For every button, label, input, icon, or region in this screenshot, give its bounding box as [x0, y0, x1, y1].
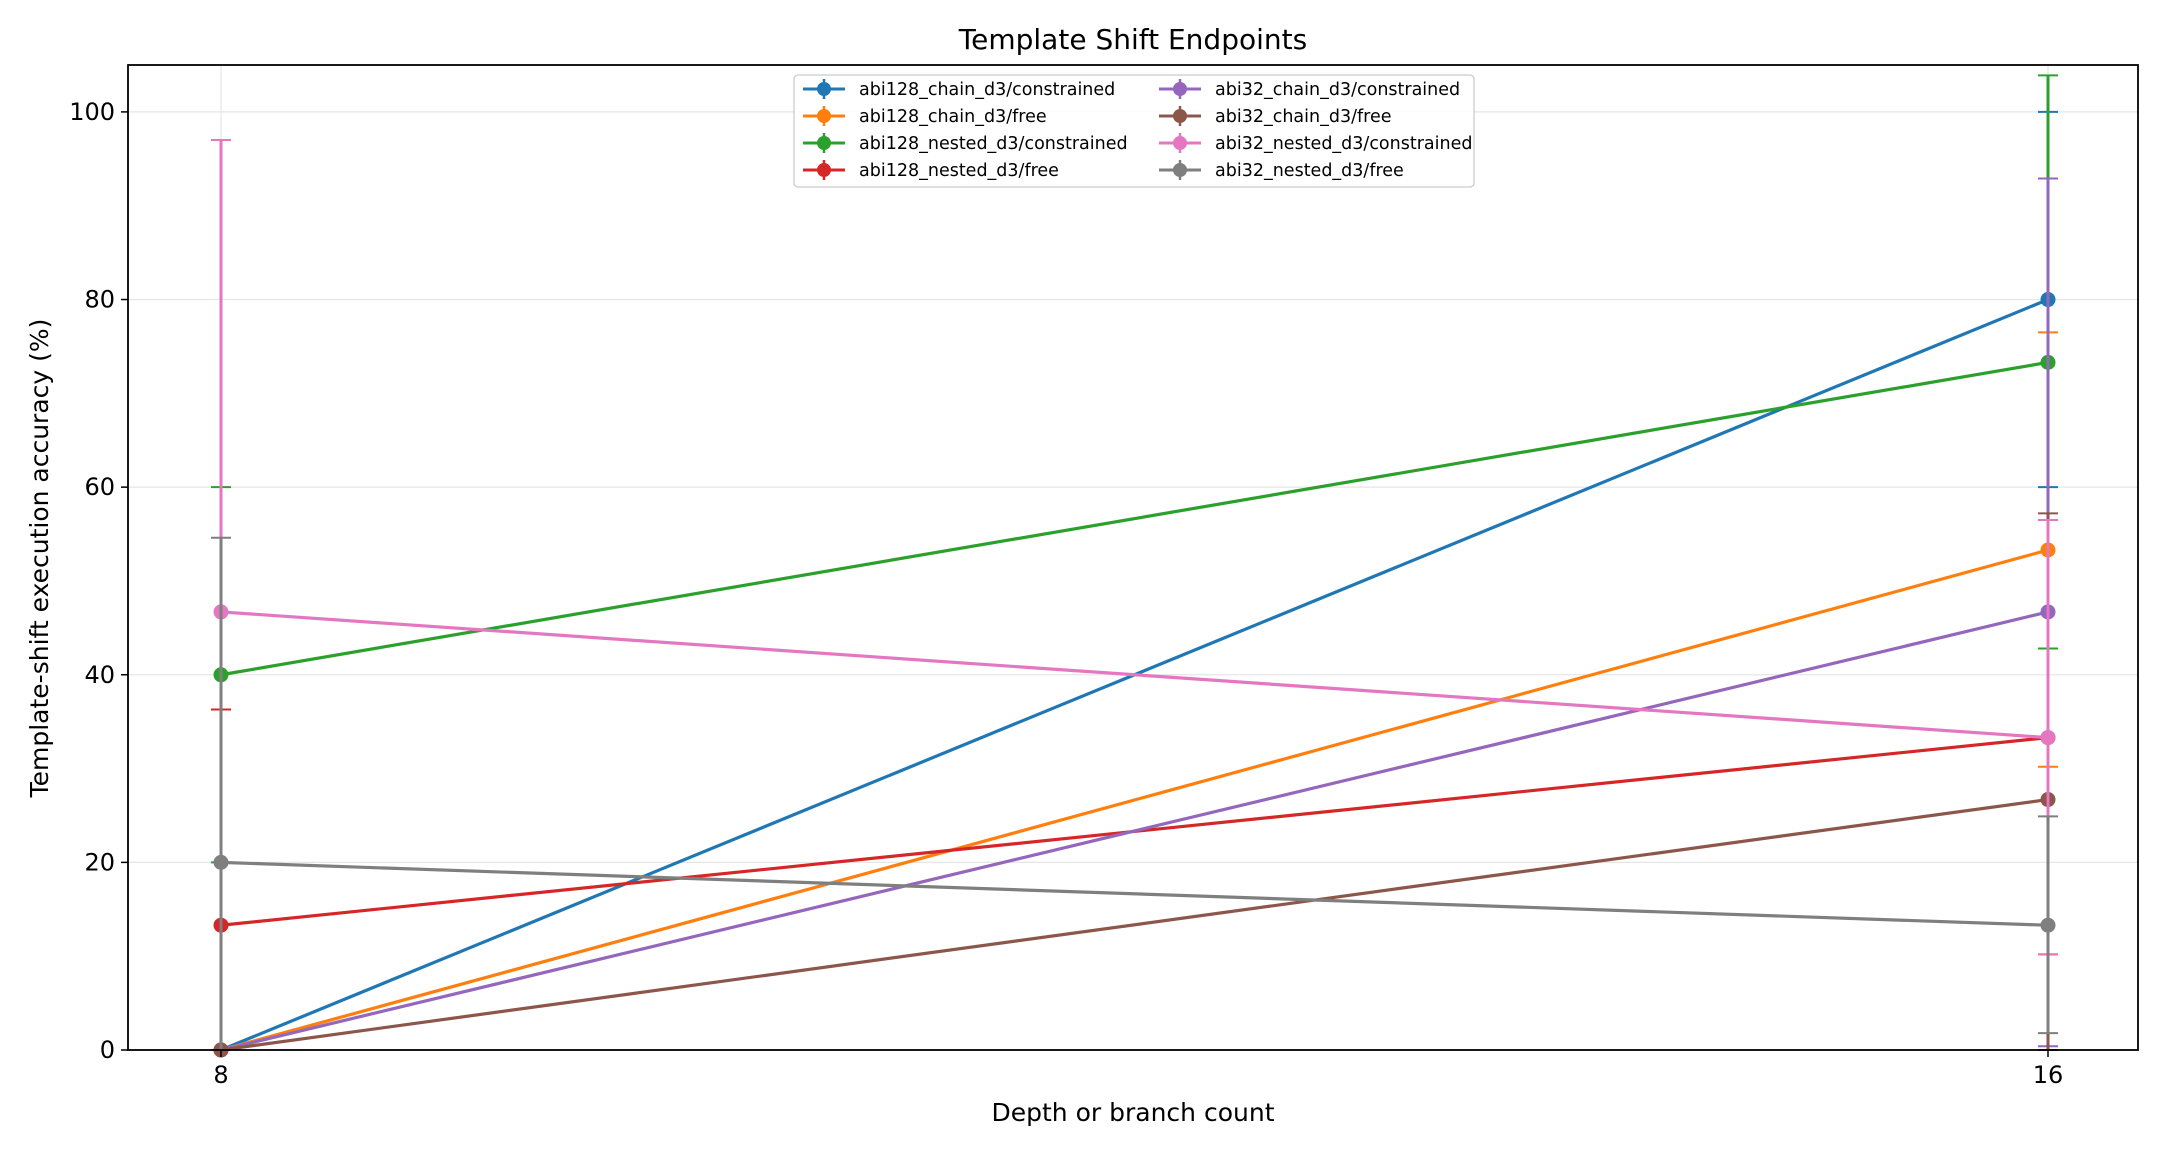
y-tick-label: 60: [84, 473, 115, 501]
y-tick-label: 100: [69, 98, 115, 126]
series-line: [220, 360, 2049, 677]
series-group: [211, 536, 2058, 1051]
legend-swatch-marker: [1173, 109, 1187, 123]
legend-label: abi32_chain_d3/constrained: [1215, 80, 1460, 100]
legend-swatch-marker: [1173, 82, 1187, 96]
legend-label: abi32_nested_d3/free: [1215, 161, 1404, 181]
legend-entry: abi128_nested_d3/constrained: [803, 133, 1128, 154]
legend-entry: abi32_nested_d3/constrained: [1159, 133, 1472, 154]
data-point: [213, 854, 229, 870]
legend-label: abi32_chain_d3/free: [1215, 107, 1392, 127]
legend-swatch-marker: [1173, 136, 1187, 150]
series-line: [220, 610, 2049, 740]
data-point: [2040, 917, 2056, 933]
chart-title: Template Shift Endpoints: [958, 23, 1307, 56]
legend-box: [793, 74, 1475, 188]
legend-swatch-marker: [817, 163, 831, 177]
data-point: [2040, 730, 2056, 746]
y-tick-label: 20: [84, 848, 115, 876]
y-tick-label: 40: [84, 661, 115, 689]
legend: abi128_chain_d3/constrained abi128_chain_…: [793, 74, 1475, 188]
legend-entry: abi32_chain_d3/free: [1159, 106, 1392, 127]
legend-entry: abi32_nested_d3/free: [1159, 160, 1404, 181]
plot-frame: [127, 64, 2139, 1051]
y-axis-label: Template-shift execution accuracy (%): [25, 319, 54, 799]
series-line: [220, 860, 2049, 927]
legend-label: abi128_nested_d3/constrained: [859, 134, 1128, 154]
y-tick-label: 0: [100, 1036, 115, 1064]
legend-swatch-marker: [817, 82, 831, 96]
x-axis-label: Depth or branch count: [992, 1098, 1275, 1127]
series-line: [220, 610, 2049, 1052]
legend-entry: abi128_nested_d3/free: [803, 160, 1059, 181]
legend-entry: abi128_chain_d3/free: [803, 106, 1047, 127]
series-line: [220, 797, 2049, 1052]
legend-swatch-marker: [1173, 163, 1187, 177]
legend-swatch-marker: [817, 136, 831, 150]
legend-label: abi32_nested_d3/constrained: [1215, 134, 1472, 154]
y-tick-label: 80: [84, 286, 115, 314]
x-tick-label: 8: [213, 1061, 228, 1089]
legend-label: abi128_nested_d3/free: [859, 161, 1059, 181]
series-line: [220, 548, 2049, 1052]
legend-entry: abi128_chain_d3/constrained: [803, 79, 1115, 100]
x-tick-label: 16: [2033, 1061, 2064, 1089]
series-layer: [211, 74, 2058, 1058]
legend-label: abi128_chain_d3/free: [859, 107, 1047, 127]
ticks: 0 20 40 60 80 100 8 16: [69, 98, 2063, 1089]
legend-entry: abi32_chain_d3/constrained: [1159, 79, 1460, 100]
legend-label: abi128_chain_d3/constrained: [859, 80, 1115, 100]
legend-swatch-marker: [817, 109, 831, 123]
